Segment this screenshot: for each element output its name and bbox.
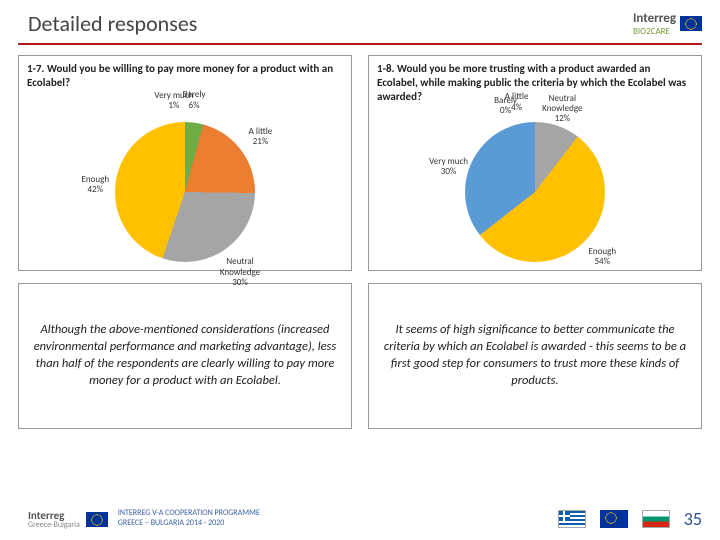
text-left: Although the above-mentioned considerati… [31,322,339,390]
text-box-left: Although the above-mentioned considerati… [18,283,352,429]
chart-right-title: 1-8. Would you be more trusting with a p… [377,62,693,103]
pie-slice-label: Very much30% [419,157,479,178]
pie-slice-label: Very much1% [144,91,204,112]
eu-flag-icon-2 [600,510,628,528]
footer-logo-name: Interreg [28,510,80,521]
chart-left-title: 1-7. Would you be willing to pay more mo… [27,62,343,90]
pie-slice-label: A little21% [230,127,290,148]
pie-slice-label: Barely6% [164,90,224,111]
page-title: Detailed responses [28,10,197,37]
header-divider [18,43,702,45]
pie-chart-left: Very much1%Barely6%A little21%NeutralKno… [115,122,255,262]
bulgaria-flag-icon [642,510,670,528]
logo-name: Interreg [633,11,676,26]
eu-flag-footer-icon [86,512,108,527]
pie-chart-right: Barely0%A little4%NeutralKnowledge12%Eno… [465,122,605,262]
text-box-right: It seems of high significance to better … [368,283,702,429]
pie-slice-label: Enough54% [572,247,632,268]
text-right: It seems of high significance to better … [381,322,689,390]
footer-programme: INTERREG V-A COOPERATION PROGRAMME GREEC… [118,509,260,528]
greece-flag-icon [558,510,586,528]
chart-box-right: 1-8. Would you be more trusting with a p… [368,55,702,271]
footer-logo-sub: Greece-Bulgaria [28,521,80,529]
top-logo: Interreg BIO2CARE [633,11,702,37]
chart-box-left: 1-7. Would you be willing to pay more mo… [18,55,352,271]
footer-line2: GREECE – BULGARIA 2014 - 2020 [118,519,260,529]
pie-slice-label: Enough42% [65,175,125,196]
footer-logo: Interreg Greece-Bulgaria [28,510,80,529]
page-number: 35 [684,508,702,530]
logo-sub: BIO2CARE [633,26,676,37]
eu-flag-icon [680,16,702,31]
